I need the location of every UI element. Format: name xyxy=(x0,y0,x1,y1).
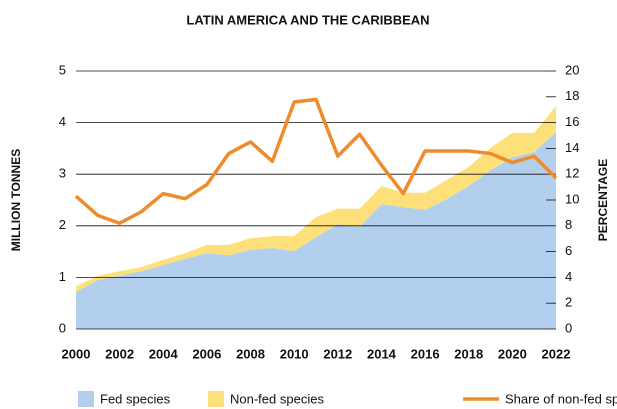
y2-tick-label: 2 xyxy=(565,295,572,310)
y-tick-label: 0 xyxy=(59,320,66,335)
y-tick-label: 3 xyxy=(59,166,66,181)
y2-tick-label: 4 xyxy=(565,269,572,284)
x-tick-label: 2020 xyxy=(498,346,527,361)
x-tick-label: 2018 xyxy=(454,346,483,361)
y2-tick-label: 8 xyxy=(565,217,572,232)
legend-label: Fed species xyxy=(100,391,171,406)
legend-swatch xyxy=(208,391,224,407)
y2-tick-label: 6 xyxy=(565,243,572,258)
legend-label: Non-fed species xyxy=(230,391,324,406)
y2-tick-label: 0 xyxy=(565,320,572,335)
area xyxy=(76,106,556,292)
y-axis-label: MILLION TONNES xyxy=(9,149,23,251)
legend-swatch xyxy=(78,391,94,407)
legend-label: Share of non-fed species xyxy=(505,391,617,406)
y2-tick-label: 16 xyxy=(565,114,579,129)
area xyxy=(76,131,556,329)
y-tick-label: 1 xyxy=(59,269,66,284)
x-tick-label: 2004 xyxy=(149,346,179,361)
chart-title: LATIN AMERICA AND THE CARIBBEAN xyxy=(186,12,429,27)
x-tick-label: 2014 xyxy=(367,346,397,361)
x-tick-label: 2008 xyxy=(236,346,265,361)
y-tick-label: 2 xyxy=(59,217,66,232)
y-tick-label: 4 xyxy=(59,114,66,129)
y2-tick-label: 20 xyxy=(565,62,579,77)
y2-tick-label: 10 xyxy=(565,191,579,206)
x-tick-label: 2016 xyxy=(411,346,440,361)
line xyxy=(74,97,558,225)
x-tick-label: 2002 xyxy=(105,346,134,361)
y2-tick-label: 18 xyxy=(565,88,579,103)
y2-tick-label: 12 xyxy=(565,166,579,181)
x-tick-label: 2012 xyxy=(323,346,352,361)
y-tick-label: 5 xyxy=(59,62,66,77)
x-tick-label: 2000 xyxy=(62,346,91,361)
x-tick-label: 2006 xyxy=(192,346,221,361)
x-tick-label: 2010 xyxy=(280,346,309,361)
y2-axis-label: PERCENTAGE xyxy=(596,159,610,241)
y2-tick-label: 14 xyxy=(565,140,579,155)
x-tick-label: 2022 xyxy=(542,346,571,361)
